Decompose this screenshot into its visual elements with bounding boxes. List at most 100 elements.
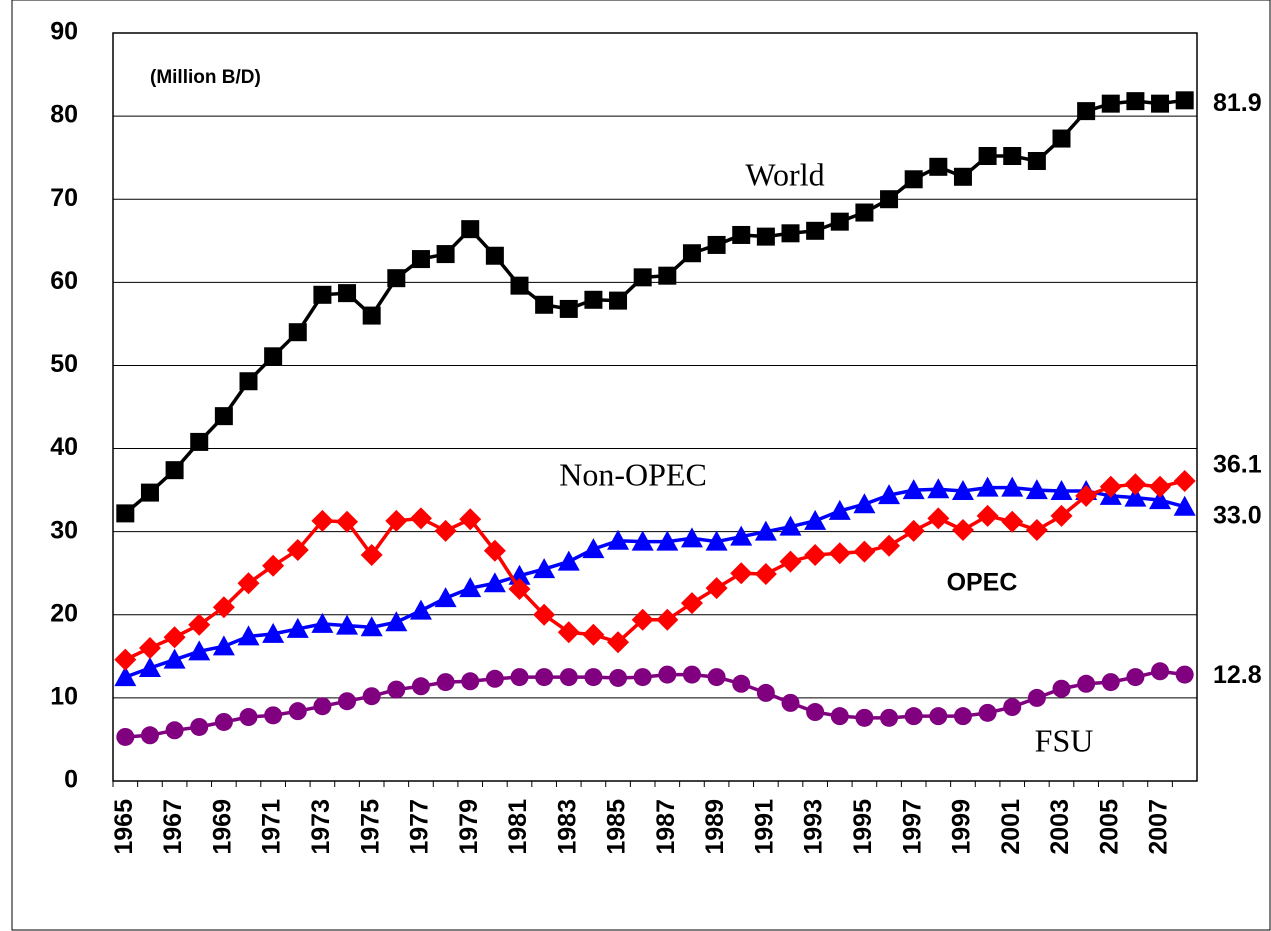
marker bbox=[976, 504, 999, 527]
marker bbox=[680, 527, 703, 548]
marker bbox=[212, 635, 235, 656]
end-value-label: 33.0 bbox=[1213, 501, 1262, 529]
marker bbox=[188, 613, 211, 636]
x-tick-label: 1975 bbox=[356, 799, 384, 855]
x-tick-label: 1997 bbox=[898, 799, 926, 855]
marker bbox=[633, 268, 652, 287]
marker bbox=[1175, 665, 1194, 684]
y-tick-label: 60 bbox=[50, 267, 78, 295]
marker bbox=[288, 323, 307, 342]
marker bbox=[559, 668, 578, 687]
marker bbox=[607, 529, 630, 550]
marker bbox=[804, 543, 827, 566]
y-tick-label: 10 bbox=[50, 682, 78, 710]
marker bbox=[1003, 698, 1022, 717]
marker bbox=[855, 203, 874, 222]
marker bbox=[114, 666, 137, 687]
marker bbox=[779, 550, 802, 573]
marker bbox=[756, 683, 775, 702]
x-tick-label: 1977 bbox=[406, 799, 434, 855]
x-tick-label: 2005 bbox=[1095, 799, 1123, 855]
x-tick-label: 1965 bbox=[110, 799, 138, 855]
marker bbox=[1151, 94, 1170, 113]
marker bbox=[264, 706, 283, 725]
marker bbox=[360, 616, 383, 637]
series-line bbox=[124, 485, 1186, 679]
marker bbox=[1003, 147, 1022, 166]
x-tick-label: 1993 bbox=[800, 799, 828, 855]
marker bbox=[804, 509, 827, 530]
marker bbox=[656, 530, 679, 551]
marker bbox=[830, 707, 849, 726]
marker bbox=[1027, 688, 1046, 707]
marker bbox=[288, 702, 307, 721]
x-tick-label: 1971 bbox=[258, 799, 286, 855]
marker bbox=[116, 727, 135, 746]
marker bbox=[239, 708, 258, 727]
marker bbox=[978, 147, 997, 166]
marker bbox=[533, 603, 556, 626]
marker bbox=[633, 668, 652, 687]
marker bbox=[411, 677, 430, 696]
marker bbox=[434, 519, 457, 542]
marker bbox=[559, 299, 578, 318]
marker bbox=[190, 432, 209, 451]
marker bbox=[262, 622, 285, 643]
marker bbox=[582, 538, 605, 559]
x-tick-label: 1991 bbox=[750, 799, 778, 855]
marker bbox=[730, 562, 753, 585]
unit-annotation: (Million B/D) bbox=[150, 67, 261, 88]
marker bbox=[212, 596, 235, 619]
x-tick-label: 1979 bbox=[455, 799, 483, 855]
x-tick-label: 1973 bbox=[307, 799, 335, 855]
marker bbox=[1027, 151, 1046, 170]
marker bbox=[163, 626, 186, 649]
x-tick-label: 2001 bbox=[997, 799, 1025, 855]
marker bbox=[705, 530, 728, 551]
marker bbox=[756, 227, 775, 246]
marker bbox=[1175, 91, 1194, 110]
marker bbox=[1149, 489, 1172, 510]
marker bbox=[362, 687, 381, 706]
y-tick-label: 90 bbox=[50, 18, 78, 46]
marker bbox=[138, 656, 161, 677]
marker bbox=[732, 225, 751, 244]
marker bbox=[165, 461, 184, 480]
series-line bbox=[125, 669, 1185, 739]
marker bbox=[680, 592, 703, 615]
x-tick-label: 1967 bbox=[159, 799, 187, 855]
end-value-label: 36.1 bbox=[1213, 451, 1262, 479]
marker bbox=[779, 515, 802, 536]
marker bbox=[828, 542, 851, 565]
marker bbox=[1075, 484, 1098, 507]
marker bbox=[609, 668, 628, 687]
marker bbox=[904, 170, 923, 189]
marker bbox=[828, 499, 851, 520]
series-name: World bbox=[745, 156, 824, 192]
y-tick-label: 70 bbox=[50, 184, 78, 212]
marker bbox=[338, 692, 357, 711]
marker bbox=[286, 538, 309, 561]
marker bbox=[409, 507, 432, 530]
marker bbox=[631, 530, 654, 551]
marker bbox=[311, 612, 334, 633]
marker bbox=[953, 707, 972, 726]
marker bbox=[705, 577, 728, 600]
marker bbox=[1151, 662, 1170, 681]
marker bbox=[409, 599, 432, 620]
marker bbox=[237, 625, 260, 646]
marker bbox=[483, 539, 506, 562]
marker bbox=[976, 476, 999, 497]
marker bbox=[754, 563, 777, 586]
marker bbox=[1025, 479, 1048, 500]
marker bbox=[953, 167, 972, 186]
marker bbox=[557, 621, 580, 644]
marker bbox=[658, 266, 677, 285]
marker bbox=[927, 507, 950, 530]
marker bbox=[140, 483, 159, 502]
x-tick-label: 1981 bbox=[504, 799, 532, 855]
marker bbox=[1101, 673, 1120, 692]
marker bbox=[360, 543, 383, 566]
marker bbox=[461, 220, 480, 239]
marker bbox=[239, 372, 258, 391]
